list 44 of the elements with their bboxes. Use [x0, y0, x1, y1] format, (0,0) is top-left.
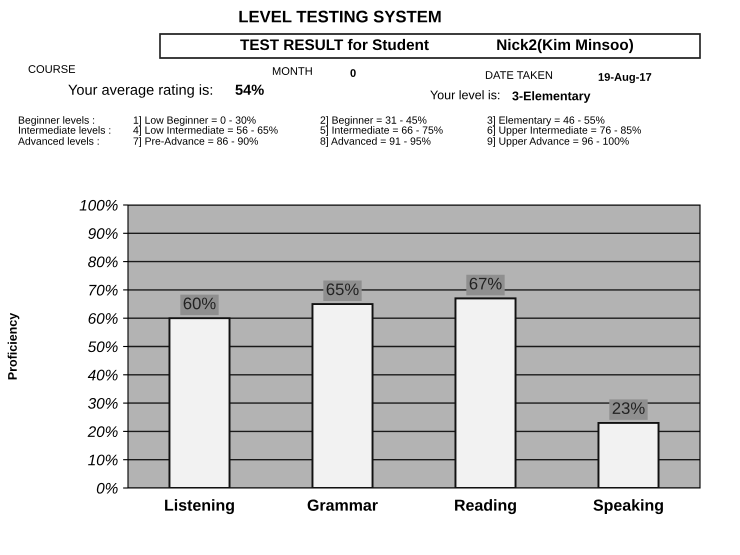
text: 9] Upper Advance = 96 - 100%	[487, 137, 629, 147]
text: Advanced levels :	[18, 137, 99, 145]
text: 0	[350, 69, 356, 77]
y-tick-label: 20%	[88, 426, 118, 438]
text: 2] Beginner = 31 - 45%	[320, 116, 426, 126]
text: 4] Low Intermediate = 56 - 65%	[133, 126, 278, 136]
text: 19-Aug-17	[598, 73, 652, 84]
y-tick-label: 0%	[96, 482, 118, 494]
data-label: 65%	[326, 283, 359, 296]
y-tick-label: 70%	[89, 284, 118, 296]
x-tick-label: Reading	[455, 499, 516, 514]
y-axis-title: Proficiency	[8, 312, 20, 380]
text: 54%	[235, 84, 264, 95]
text: Nick2(Kim Minsoo)	[497, 38, 633, 54]
text: 3-Elementary	[512, 91, 590, 103]
data-label: 60%	[184, 298, 216, 310]
text: 5] Intermediate = 66 - 75%	[320, 126, 443, 136]
x-tick-label: Speaking	[593, 499, 663, 514]
text: MONTH	[272, 67, 312, 75]
y-tick-label: 50%	[88, 341, 118, 352]
text: Intermediate levels :	[18, 126, 110, 134]
y-tick-label: 100%	[80, 200, 118, 211]
y-tick-label: 80%	[88, 256, 118, 268]
text: 7] Pre-Advance = 86 - 90%	[134, 137, 258, 147]
text: 8] Advanced = 91 - 95%	[320, 137, 431, 147]
text: COURSE	[28, 65, 76, 73]
chart-subtitle: TEST RESULT for Student	[240, 38, 429, 50]
data-label: 67%	[470, 278, 502, 290]
y-tick-label: 60%	[88, 313, 118, 324]
text: 3] Elementary = 46 - 55%	[487, 116, 604, 126]
text: DATE TAKEN	[486, 71, 552, 79]
x-tick-label: Listening	[165, 499, 234, 514]
text: Your average rating is:	[68, 84, 212, 98]
y-tick-label: 40%	[88, 370, 118, 380]
data-label: 23%	[612, 402, 645, 414]
y-tick-label: 10%	[88, 454, 118, 466]
text: 1] Low Beginner = 0 - 30%	[134, 116, 256, 126]
chart-title: LEVEL TESTING SYSTEM	[239, 10, 441, 22]
text: Beginner levels :	[18, 116, 94, 126]
y-tick-label: 30%	[88, 398, 118, 409]
x-tick-label: Grammar	[308, 500, 378, 511]
text: Your level is:	[430, 90, 500, 100]
y-tick-label: 90%	[88, 228, 118, 239]
text: 6] Upper Intermediate = 76 - 85%	[488, 126, 641, 136]
